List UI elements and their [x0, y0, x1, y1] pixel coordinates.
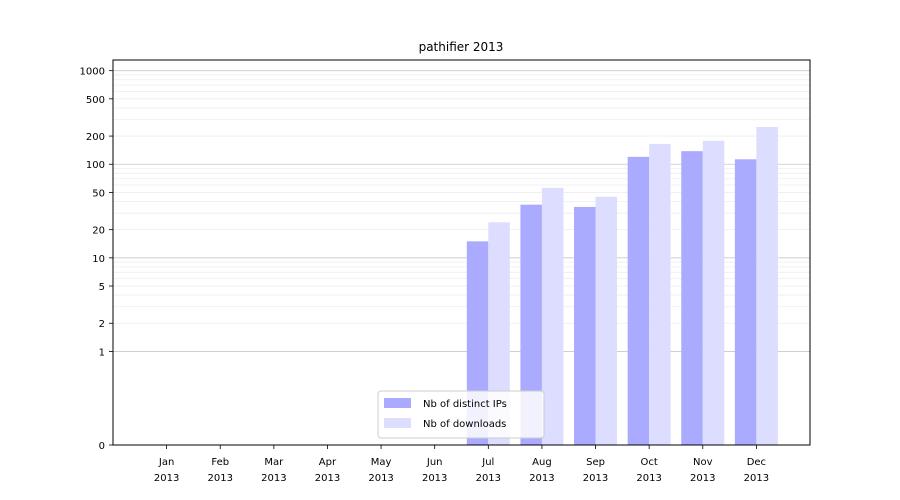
bar-distinct-ips	[574, 206, 596, 445]
y-tick-label: 20	[92, 226, 105, 237]
y-tick-label: 1	[99, 347, 105, 358]
y-tick-label: 100	[86, 160, 105, 171]
chart-title: pathifier 2013	[419, 40, 504, 54]
x-tick-label-month: Mar	[264, 457, 284, 468]
x-tick-label-year: 2013	[744, 473, 769, 484]
bar-downloads	[702, 140, 725, 445]
bar-downloads	[756, 127, 778, 445]
bar-downloads	[595, 196, 618, 445]
x-tick-label-month: May	[371, 457, 392, 468]
legend-label-downloads: Nb of downloads	[423, 419, 506, 430]
x-tick-label-month: Apr	[319, 457, 337, 468]
bar-downloads	[541, 187, 564, 445]
bar-distinct-ips	[734, 159, 757, 446]
y-tick-label: 500	[86, 95, 105, 106]
x-tick-label-year: 2013	[261, 473, 286, 484]
x-tick-label-month: Nov	[693, 457, 713, 468]
legend-label-distinct-ips: Nb of distinct IPs	[423, 399, 507, 410]
x-tick-label-year: 2013	[368, 473, 393, 484]
bars	[466, 127, 778, 446]
y-tick-label: 50	[92, 188, 105, 199]
x-tick-label-year: 2013	[208, 473, 233, 484]
x-tick-label-month: Jan	[158, 457, 174, 468]
y-tick-label: 2	[99, 319, 105, 330]
y-tick-label: 200	[86, 132, 105, 143]
x-axis: Jan 2013 Feb 2013 Mar 2013 Apr 2013 May 2013 Jun 20…	[154, 445, 769, 484]
x-tick-label-month: Oct	[641, 457, 658, 468]
y-tick-label: 10	[92, 254, 105, 265]
x-tick-label-month: Sep	[586, 457, 605, 468]
legend: Nb of distinct IPs Nb of downloads	[377, 390, 545, 439]
x-tick-label-month: Jun	[426, 457, 443, 468]
x-tick-label-year: 2013	[315, 473, 340, 484]
x-tick-label-year: 2013	[529, 473, 554, 484]
bar-distinct-ips	[520, 204, 542, 445]
x-tick-label-year: 2013	[690, 473, 715, 484]
x-tick-label-month: Aug	[532, 457, 552, 468]
bar-downloads	[488, 222, 510, 445]
legend-swatch-downloads	[384, 418, 411, 428]
y-tick-label: 0	[99, 441, 105, 452]
legend-swatch-distinct-ips	[384, 398, 411, 408]
x-tick-label-year: 2013	[583, 473, 608, 484]
x-tick-label-year: 2013	[154, 473, 179, 484]
x-tick-label-month: Jul	[481, 457, 494, 468]
y-tick-label: 1000	[80, 67, 105, 78]
x-tick-label-year: 2013	[476, 473, 501, 484]
bar-distinct-ips	[627, 156, 650, 446]
x-tick-label-month: Dec	[747, 457, 766, 468]
bar-downloads	[649, 143, 671, 445]
y-tick-label: 5	[99, 282, 105, 293]
x-tick-label-year: 2013	[636, 473, 661, 484]
legend-box	[377, 390, 545, 439]
y-axis: 0 1 2 5 10 20 50 100 200 500 1000	[80, 67, 113, 452]
bar-distinct-ips	[681, 151, 703, 446]
plot-frame	[112, 59, 811, 446]
x-tick-label-month: Feb	[211, 457, 229, 468]
x-tick-label-year: 2013	[422, 473, 447, 484]
